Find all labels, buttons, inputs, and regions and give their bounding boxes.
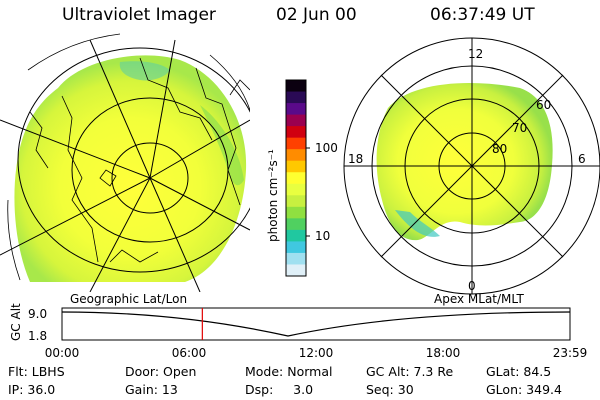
info-mode: Mode: Normal <box>245 364 333 379</box>
lat-label-60: 60 <box>536 98 551 112</box>
colorbar-segment <box>286 218 306 231</box>
instrument-title: Ultraviolet Imager <box>62 5 216 25</box>
colorbar-segment <box>286 160 306 173</box>
apex-caption: Apex MLat/MLT <box>434 292 524 306</box>
info-glon: GLon: 349.4 <box>486 382 562 397</box>
right-emission-cyan <box>395 210 440 237</box>
info-seq: Seq: 30 <box>366 382 414 397</box>
altitude-x-tick: 23:59 <box>553 346 588 360</box>
altitude-tick-high: 9.0 <box>28 307 47 321</box>
colorbar-segment <box>286 183 306 196</box>
lat-label-70: 70 <box>512 121 527 135</box>
colorbar-segment <box>286 149 306 162</box>
colorbar-segment <box>286 114 306 127</box>
colorbar-segment <box>286 195 306 208</box>
colorbar-segment <box>286 172 306 185</box>
colorbar-segment <box>286 126 306 139</box>
colorbar-frame <box>285 79 307 277</box>
colorbar-segment <box>286 206 306 219</box>
left-emission-disk <box>14 55 247 283</box>
info-dsp: Dsp: 3.0 <box>245 382 314 397</box>
altitude-plot: GC Alt 9.0 1.8 00:00 06:00 12:00 18:00 23:59 <box>9 303 587 360</box>
altitude-x-tick: 12:00 <box>299 346 334 360</box>
magnetic-polar-map: 12 18 6 0 60 70 80 <box>343 37 600 295</box>
altitude-axis-label: GC Alt <box>9 303 23 341</box>
colorbar-unit-label: photon cm⁻²s⁻¹ <box>266 149 280 242</box>
colorbar-segment <box>286 91 306 104</box>
mlt-label-0: 0 <box>468 279 476 293</box>
altitude-curve <box>61 311 571 337</box>
colorbar-segment <box>286 103 306 116</box>
geographic-map <box>0 33 250 292</box>
time-label: 06:37:49 UT <box>430 5 535 25</box>
colorbar-segment <box>286 80 306 93</box>
info-glat: GLat: 84.5 <box>486 364 552 379</box>
colorbar-segment <box>286 229 306 242</box>
colorbar-segment <box>286 264 306 277</box>
geographic-caption: Geographic Lat/Lon <box>70 292 187 306</box>
mlt-label-18: 18 <box>348 152 363 166</box>
mlt-label-12: 12 <box>468 47 483 61</box>
mlt-label-6: 6 <box>578 152 586 166</box>
info-gc-alt: GC Alt: 7.3 Re <box>366 364 454 379</box>
colorbar-tick-100: 100 <box>315 141 338 155</box>
colorbar-tick-10: 10 <box>315 229 330 243</box>
altitude-x-tick: 06:00 <box>172 346 207 360</box>
colorbar-segment <box>286 241 306 254</box>
altitude-x-tick: 00:00 <box>45 346 80 360</box>
info-flt: Flt: LBHS <box>8 364 65 379</box>
date-label: 02 Jun 00 <box>276 5 357 25</box>
color-bar <box>285 79 310 277</box>
lat-label-80: 80 <box>492 142 507 156</box>
info-door: Door: Open <box>125 364 197 379</box>
colorbar-segment <box>286 252 306 265</box>
info-gain: Gain: 13 <box>125 382 178 397</box>
altitude-tick-low: 1.8 <box>28 329 47 343</box>
altitude-x-tick: 18:00 <box>426 346 461 360</box>
colorbar-segment <box>286 137 306 150</box>
info-ip: IP: 36.0 <box>8 382 56 397</box>
